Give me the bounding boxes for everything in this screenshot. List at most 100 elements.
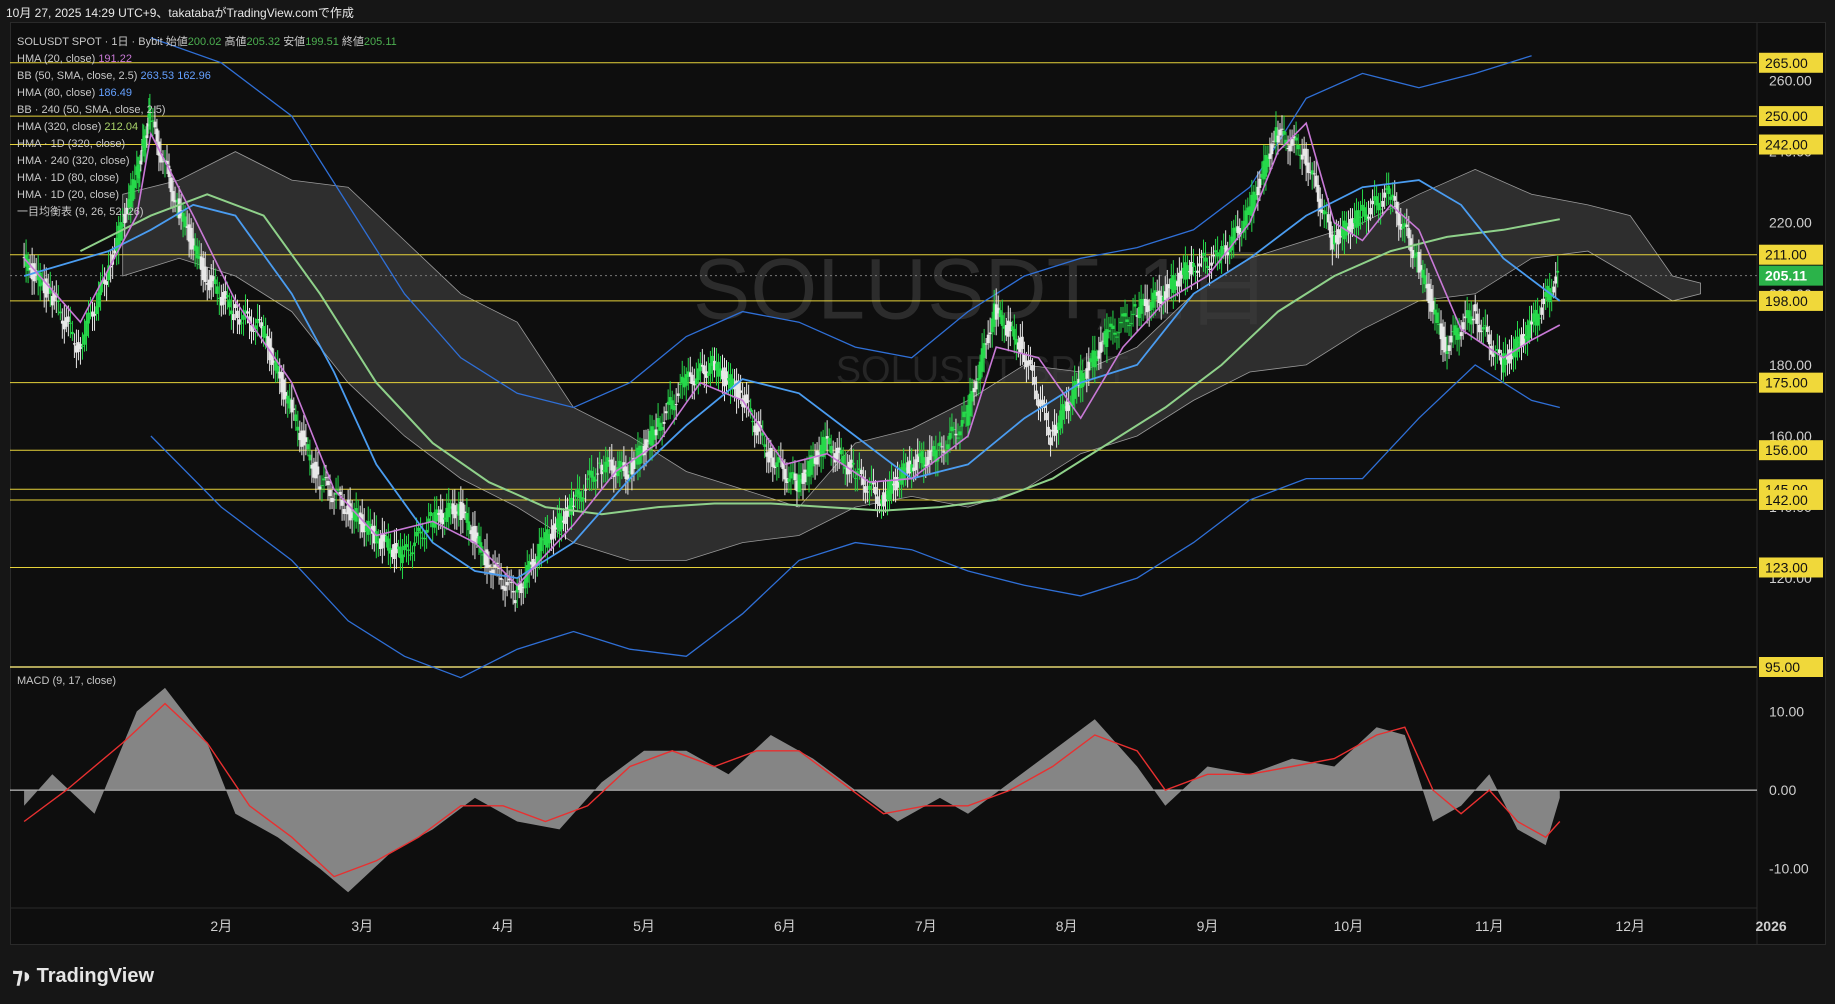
candle-down <box>1224 245 1228 254</box>
candle-down <box>123 214 127 224</box>
candle-up <box>127 199 131 208</box>
legend-low-label: 安値 <box>283 36 306 48</box>
candle-down <box>497 568 501 570</box>
candle-up <box>99 282 102 296</box>
candle-down <box>863 486 867 493</box>
candle-up <box>1091 350 1095 367</box>
candle-down <box>1004 325 1008 336</box>
candle-up <box>1107 330 1111 332</box>
candle-up <box>1161 296 1165 302</box>
candle-up <box>799 478 803 483</box>
legend-indicator-row[interactable]: 一目均衡表 (9, 26, 52, 26) <box>17 204 397 221</box>
candle-down <box>954 433 958 436</box>
candle-up <box>149 121 153 123</box>
legend-indicator-row[interactable]: BB (50, SMA, close, 2.5) 263.53 162.96 <box>17 68 397 85</box>
candle-up <box>1169 278 1173 290</box>
candle-down <box>1097 350 1101 359</box>
legend-indicator-row[interactable]: HMA · 1D (80, close) <box>17 170 397 187</box>
candle-down <box>1085 368 1089 379</box>
candle-down <box>584 489 588 491</box>
candle-up <box>87 312 90 324</box>
hma320-line <box>79 193 1560 516</box>
candle-up <box>431 521 435 528</box>
candle-up <box>904 467 908 471</box>
candle-down <box>161 161 165 163</box>
candle-down <box>1336 229 1340 245</box>
candle-down <box>223 291 227 299</box>
legend-indicator-row[interactable]: HMA (320, close) 212.04 <box>17 119 397 136</box>
legend-indicator-value: 212.04 <box>104 121 139 133</box>
candle-up <box>950 426 954 432</box>
candle-down <box>1196 270 1199 273</box>
candle-down <box>974 381 978 390</box>
candle-up <box>1071 389 1075 406</box>
candle-down <box>511 591 515 593</box>
level-label-text: 95.00 <box>1765 659 1800 675</box>
candle-up <box>956 437 960 439</box>
legend-open-value: 200.02 <box>187 36 222 48</box>
candle-up <box>678 383 682 385</box>
candle-down <box>1049 437 1052 446</box>
candle-down <box>1330 234 1334 250</box>
candle-up <box>1403 223 1407 227</box>
level-label-text: 142.00 <box>1765 492 1808 508</box>
candle-down <box>1029 360 1032 365</box>
candle-down <box>940 446 944 448</box>
candle-up <box>1518 341 1521 343</box>
legend-symbol-name: SOLUSDT SPOT · 1日 · Bybit <box>17 36 163 48</box>
candle-up <box>1437 323 1441 325</box>
candle-down <box>290 399 294 413</box>
time-axis-tick: 11月 <box>1475 918 1504 934</box>
candle-down <box>1145 299 1149 313</box>
candle-up <box>1250 194 1254 216</box>
candle-down <box>252 330 255 332</box>
candle-down <box>930 450 934 452</box>
candle-up <box>1274 127 1278 143</box>
candle-up <box>620 462 624 466</box>
candle-up <box>376 541 380 544</box>
legend-indicator-row[interactable]: HMA · 1D (320, close) <box>17 136 397 153</box>
candle-down <box>1099 342 1103 353</box>
candle-down <box>924 464 928 466</box>
candle-down <box>610 459 614 471</box>
candle-up <box>115 237 119 251</box>
candle-up <box>918 453 922 457</box>
tradingview-logo[interactable]: ⁊◗ TradingView <box>12 963 154 989</box>
candle-up <box>429 512 433 517</box>
candle-down <box>300 430 304 447</box>
candle-up <box>384 536 388 543</box>
candle-up <box>1415 252 1419 257</box>
legend-indicator-row[interactable]: HMA · 240 (320, close) <box>17 153 397 170</box>
candle-down <box>187 224 191 242</box>
candle-down <box>785 478 789 484</box>
candle-up <box>1127 325 1131 327</box>
candle-down <box>1318 198 1322 212</box>
candle-up <box>1538 317 1542 319</box>
legend-indicator-row[interactable]: BB · 240 (50, SMA, close, 2.5) <box>17 102 397 119</box>
legend-indicator-row[interactable]: HMA (80, close) 186.49 <box>17 85 397 102</box>
candle-up <box>952 429 956 431</box>
candle-down <box>795 480 799 492</box>
candle-up <box>276 365 280 374</box>
candle-up <box>515 585 519 593</box>
candle-down <box>1087 361 1091 371</box>
candle-down <box>1326 214 1330 223</box>
candle-down <box>52 292 56 302</box>
candle-up <box>294 414 298 422</box>
candle-down <box>767 451 771 463</box>
candle-down <box>996 307 1000 314</box>
candle-up <box>423 537 427 540</box>
candle-down <box>1393 196 1397 201</box>
candle-down <box>725 371 728 385</box>
candle-down <box>493 564 497 568</box>
candle-up <box>537 543 541 562</box>
legend-indicator-row[interactable]: HMA (20, close) 191.22 <box>17 51 397 68</box>
time-axis-tick: 12月 <box>1615 918 1645 934</box>
legend-symbol-row[interactable]: SOLUSDT SPOT · 1日 · Bybit 始値200.02 高値205… <box>17 34 397 51</box>
legend-indicator-row[interactable]: HMA · 1D (20, close) <box>17 187 397 204</box>
legend-indicator-label: HMA · 240 (320, close) <box>17 155 130 167</box>
candle-up <box>1109 323 1113 327</box>
candle-down <box>451 503 455 515</box>
candle-up <box>982 343 986 359</box>
